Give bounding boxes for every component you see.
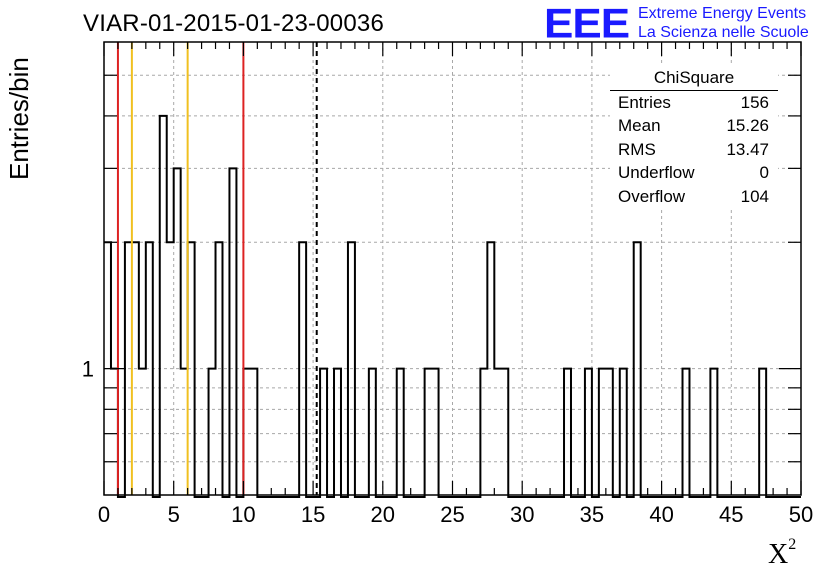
- histogram-bin: [250, 369, 257, 495]
- x-tick-label: 50: [789, 502, 813, 527]
- chart-title: VIAR-01-2015-01-23-00036: [83, 10, 384, 37]
- x-tick-label: 25: [440, 502, 464, 527]
- stats-label: RMS: [618, 139, 656, 159]
- x-tick-label: 15: [301, 502, 325, 527]
- histogram-bin: [397, 369, 404, 495]
- histogram-bin: [432, 369, 439, 495]
- histogram-bin: [209, 369, 216, 495]
- stats-value: 104: [740, 186, 769, 206]
- histogram-bin: [487, 242, 494, 495]
- histogram-bin: [181, 369, 188, 495]
- x-tick-label: 45: [719, 502, 743, 527]
- histogram-bin: [160, 116, 167, 495]
- histogram-bin: [501, 369, 508, 495]
- stats-value: 15.26: [726, 116, 769, 136]
- histogram-bin: [320, 369, 327, 495]
- stats-label: Entries: [618, 93, 671, 112]
- histogram-bin: [243, 369, 250, 495]
- stats-box: ChiSquare Entries 156 Mean 15.26 RMS 13.47 Und…: [610, 66, 778, 208]
- x-tick-label: 5: [168, 502, 180, 527]
- stats-row: Entries 156: [610, 91, 778, 114]
- histogram-bin: [606, 369, 613, 495]
- histogram-bin: [710, 369, 717, 495]
- histogram-bin: [480, 369, 487, 495]
- histogram-bin: [132, 242, 139, 495]
- histogram-bin: [564, 369, 571, 495]
- x-tick-label: 40: [649, 502, 673, 527]
- histogram-bin: [634, 242, 641, 495]
- histogram-bin: [759, 369, 766, 495]
- stats-row: Overflow 104: [610, 185, 778, 208]
- x-tick-label: 30: [510, 502, 534, 527]
- histogram-bin: [369, 369, 376, 495]
- logo-line-2: La Scienza nelle Scuole: [638, 24, 809, 41]
- stats-value: 13.47: [726, 139, 769, 159]
- histogram-bin: [494, 369, 501, 495]
- histogram-bin: [229, 168, 236, 495]
- stats-row: RMS 13.47: [610, 138, 778, 161]
- stats-label: Underflow: [618, 163, 695, 183]
- stats-row: Mean 15.26: [610, 114, 778, 137]
- histogram-bin: [139, 369, 146, 495]
- histogram-bin: [334, 369, 341, 495]
- histogram-outline: [104, 114, 801, 498]
- x-tick-label: 10: [231, 502, 255, 527]
- histogram-bin: [174, 168, 181, 495]
- histogram-bin: [167, 242, 174, 495]
- histogram-bin: [620, 369, 627, 495]
- stats-row: Underflow 0: [610, 161, 778, 184]
- stats-value: 156: [740, 93, 769, 112]
- histogram-bin: [683, 369, 690, 495]
- histogram-bin: [585, 369, 592, 495]
- histogram-bin: [599, 369, 606, 495]
- histogram-bin: [188, 242, 195, 495]
- x-tick-label: 0: [98, 502, 110, 527]
- histogram-bin: [299, 242, 306, 495]
- stats-label: Overflow: [618, 186, 686, 206]
- histogram-bin: [146, 242, 153, 495]
- logo-line-1: Extreme Energy Events: [638, 5, 807, 22]
- x-axis-label: X2: [768, 536, 797, 570]
- histogram-bin: [348, 242, 355, 495]
- y-axis-label: Entries/bin: [4, 57, 34, 180]
- stats-title: ChiSquare: [610, 66, 778, 91]
- x-tick-label: 35: [580, 502, 604, 527]
- x-tick-label: 20: [371, 502, 395, 527]
- y-tick-label: 1: [82, 357, 94, 382]
- logo-mark: EEE: [544, 0, 630, 47]
- stats-label: Mean: [618, 116, 661, 136]
- stats-value: 0: [759, 163, 769, 183]
- histogram-bin: [216, 242, 223, 495]
- histogram-bin: [425, 369, 432, 495]
